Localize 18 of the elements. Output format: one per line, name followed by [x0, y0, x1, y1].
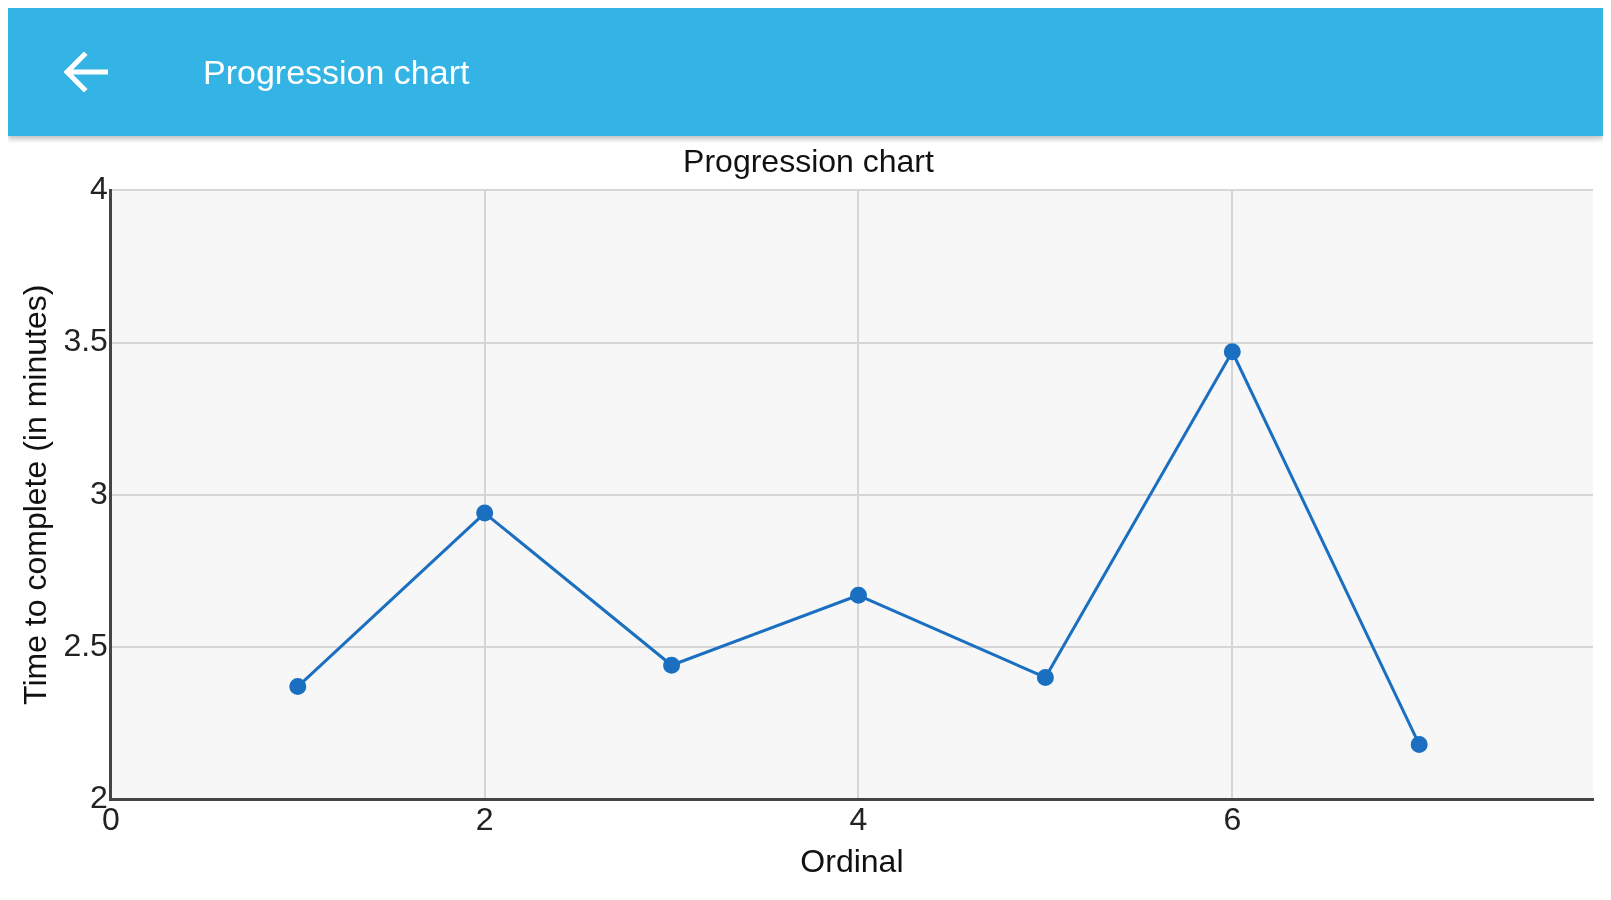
y-axis-title: Time to complete (in minutes)	[17, 284, 54, 705]
y-tick-label: 3	[90, 474, 108, 511]
chart-title: Progression chart	[683, 143, 934, 180]
point	[1223, 343, 1241, 361]
point	[1036, 668, 1054, 686]
x-tick-label: 6	[1223, 801, 1242, 838]
point	[663, 656, 681, 674]
y-tick-label: 4	[90, 170, 108, 207]
point	[849, 586, 867, 604]
x-axis-title: Ordinal	[800, 842, 904, 879]
y-tick-label: 3.5	[63, 322, 108, 359]
y-tick-label: 2.5	[63, 626, 108, 663]
x-tick-label: 4	[849, 801, 868, 838]
text: Progression chart	[203, 52, 470, 92]
point	[289, 678, 307, 696]
point	[1410, 735, 1428, 753]
x-tick-label: 2	[475, 801, 494, 838]
point	[476, 504, 494, 522]
